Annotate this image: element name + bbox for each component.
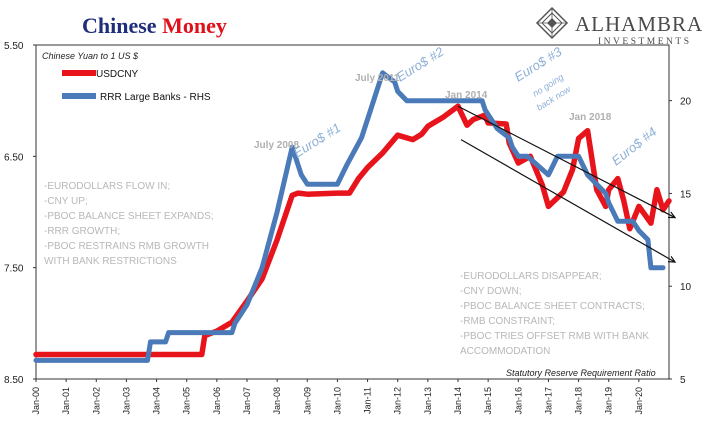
label-july-2011: July 2011 [355, 73, 400, 84]
right-tick-label: 5 [680, 375, 686, 386]
x-tick-label: Jan-16 [513, 387, 523, 415]
left-tick-label: 7.50 [4, 264, 24, 275]
right-tick-label: 20 [680, 97, 692, 108]
alhambra-logo: ALHAMBRA INVESTMENTS [535, 6, 703, 47]
title-part2: Money [162, 13, 227, 38]
label-july-2008: July 2008 [254, 140, 299, 151]
x-tick-label: Jan-05 [182, 387, 192, 415]
notes-left: -EURODOLLARS FLOW IN; -CNY UP; -PBOC BALAN… [44, 181, 214, 267]
legend-label-usdcny: USDCNY [96, 69, 139, 80]
right-tick-label: 15 [680, 189, 692, 200]
note-line: -EURODOLLARS FLOW IN; [44, 181, 170, 192]
logo-name: ALHAMBRA [575, 12, 703, 36]
x-tick-label: Jan-01 [61, 387, 71, 415]
series-layer [33, 70, 672, 363]
label-jan-2018: Jan 2018 [569, 112, 612, 123]
trend-arrowhead [668, 211, 677, 219]
title-part1: Chinese [82, 13, 157, 38]
x-axis: Jan-00 Jan-01 Jan-02 Jan-03 Jan-04 Jan-05 Jan-… [31, 379, 644, 415]
note-line: -RMB CONSTRAINT; [460, 316, 555, 327]
notes-right: -EURODOLLARS DISAPPEAR; -CNY DOWN; -PBOC B… [460, 271, 649, 357]
left-tick-label: 6.50 [4, 152, 24, 163]
right-tick-label: 10 [680, 282, 692, 293]
x-tick-label: Jan-04 [152, 387, 162, 415]
x-tick-label: Jan-11 [363, 387, 373, 414]
series-rrr-line [33, 70, 666, 363]
label-jan-2014: Jan 2014 [445, 90, 488, 101]
trend-line [460, 139, 676, 263]
x-tick-label: Jan-15 [483, 387, 493, 415]
x-tick-label: Jan-03 [121, 387, 131, 415]
x-tick-label: Jan-14 [453, 387, 463, 415]
chart-title: Chinese Money [82, 13, 227, 38]
note-line: ACCOMMODATION [460, 346, 550, 357]
left-tick-label: 5.50 [4, 41, 24, 52]
x-tick-label: Jan-18 [574, 387, 584, 415]
logo-sub: INVESTMENTS [598, 37, 691, 47]
x-tick-label: Jan-07 [242, 387, 252, 415]
plot-area [35, 44, 670, 380]
legend-label-rrr: RRR Large Banks - RHS [100, 92, 211, 103]
x-tick-label: Jan-19 [604, 387, 614, 415]
series-usdcny-line [33, 103, 672, 358]
note-line: -EURODOLLARS DISAPPEAR; [460, 271, 602, 282]
note-line: -CNY DOWN; [460, 286, 521, 297]
x-tick-label: Jan-20 [634, 387, 644, 415]
legend: USDCNY RRR Large Banks - RHS [62, 69, 211, 103]
trend-line [457, 105, 676, 219]
note-line: -RRR GROWTH; [44, 226, 120, 237]
left-axis: 5.50 6.50 7.50 8.50 [4, 41, 36, 386]
right-axis-title: Statutory Reserve Requirement Ratio [506, 368, 656, 378]
right-axis: 5 10 15 20 [669, 97, 692, 386]
note-line: -PBOC RESTRAINS RMB GROWTH [44, 241, 209, 252]
x-tick-label: Jan-00 [31, 387, 41, 415]
left-tick-label: 8.50 [4, 375, 24, 386]
note-line: -PBOC TRIES OFFSET RMB WITH BANK [460, 331, 649, 342]
x-tick-label: Jan-08 [272, 387, 282, 415]
note-line: -CNY UP; [44, 196, 88, 207]
note-line: WITH BANK RESTRICTIONS [44, 256, 177, 267]
x-tick-label: Jan-13 [423, 387, 433, 415]
x-tick-label: Jan-12 [393, 387, 403, 415]
label-euro2: Euro$ #2 [394, 43, 447, 84]
left-axis-title: Chinese Yuan to 1 US $ [42, 51, 139, 61]
note-line: -PBOC BALANCE SHEET EXPANDS; [44, 211, 214, 222]
x-tick-label: Jan-10 [332, 387, 342, 415]
x-tick-label: Jan-17 [543, 387, 553, 415]
trend-arrowhead [668, 255, 677, 263]
x-tick-label: Jan-09 [302, 387, 312, 415]
x-tick-label: Jan-06 [212, 387, 222, 415]
label-euro4: Euro$ #4 [609, 124, 660, 168]
trend-lines [457, 105, 677, 263]
x-tick-label: Jan-02 [91, 387, 101, 415]
note-line: -PBOC BALANCE SHEET CONTRACTS; [460, 301, 645, 312]
